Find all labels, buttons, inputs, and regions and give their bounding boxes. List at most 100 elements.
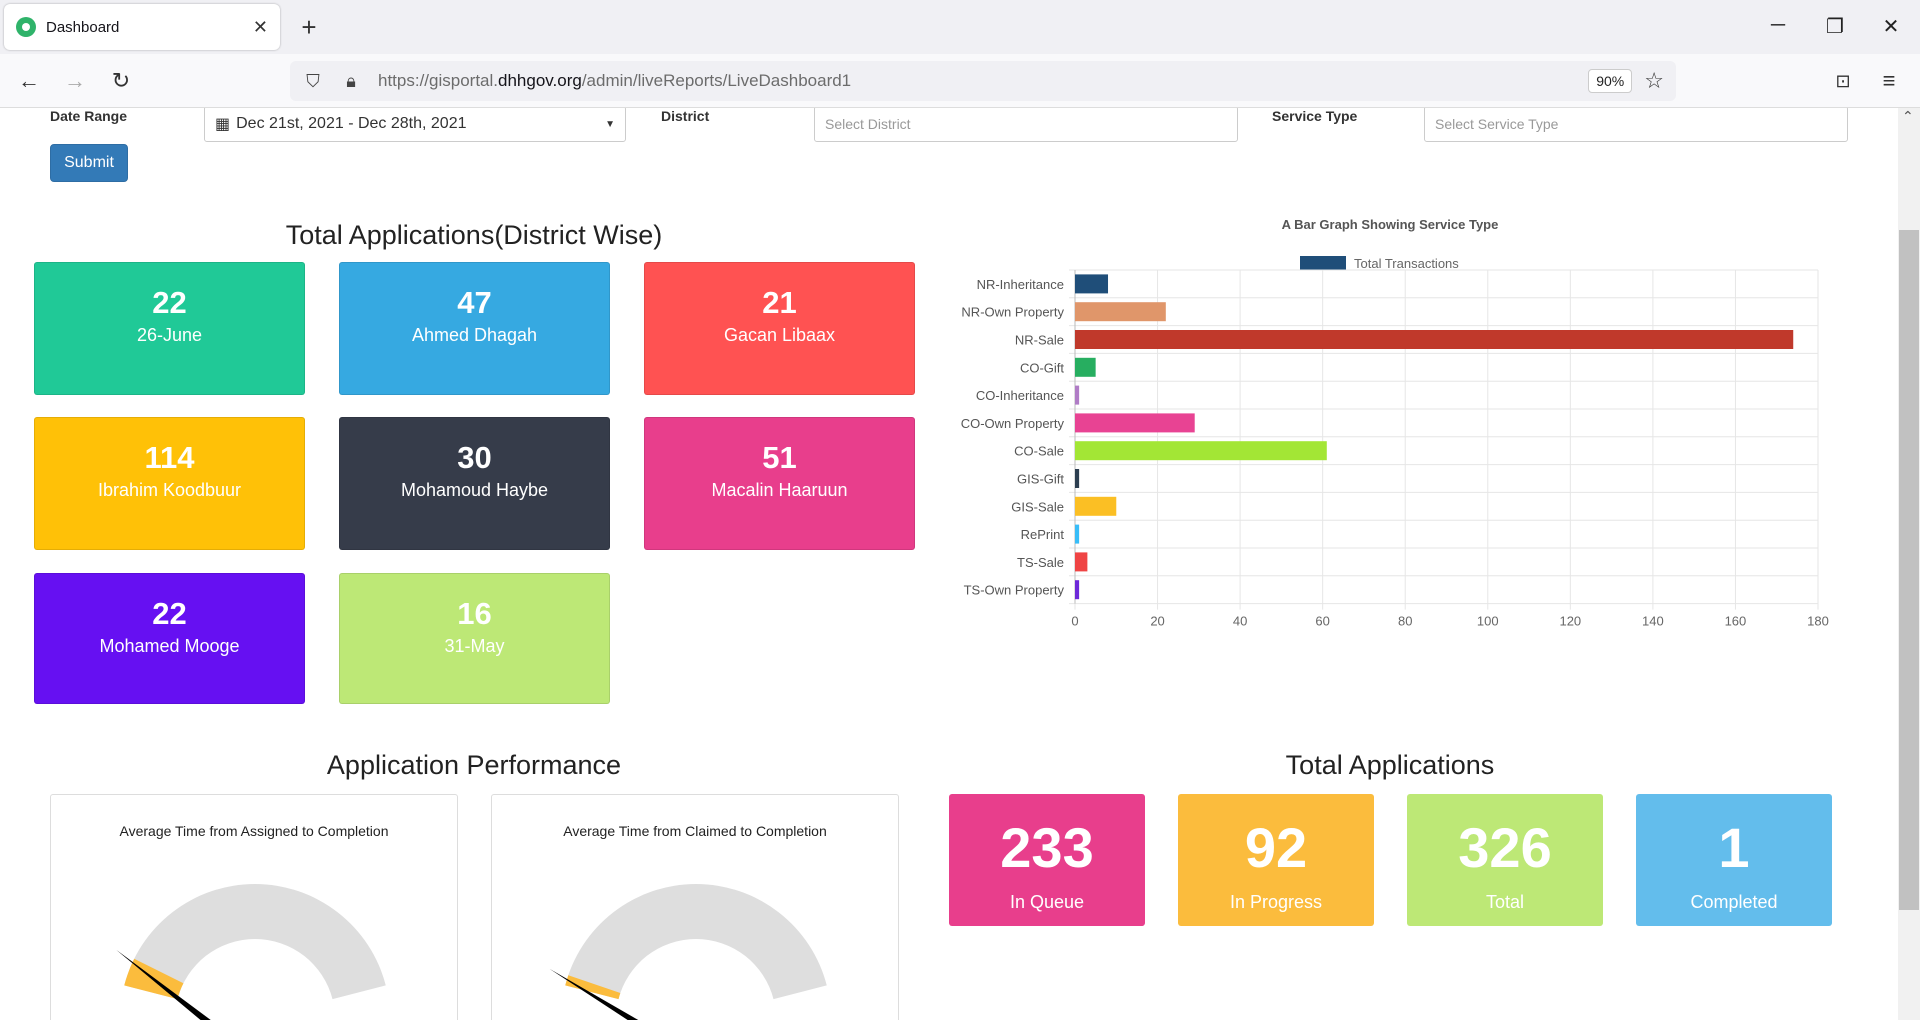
reload-icon[interactable]: ↻ xyxy=(111,68,131,93)
x-tick-label: 140 xyxy=(1642,614,1664,629)
bar-gis-gift xyxy=(1075,469,1080,488)
district-card[interactable]: 16 31-May xyxy=(339,573,610,704)
restore-icon[interactable]: ❐ xyxy=(1826,16,1844,38)
district-card[interactable]: 30 Mohamoud Haybe xyxy=(339,417,610,550)
y-tick-label: TS-Sale xyxy=(1017,555,1064,570)
y-tick-label: NR-Inheritance xyxy=(977,277,1064,292)
bar-co-own property xyxy=(1075,413,1195,433)
bar-nr-inheritance xyxy=(1075,274,1109,294)
gauge-title: Average Time from Claimed to Completion xyxy=(563,823,827,839)
total-card[interactable]: 92 In Progress xyxy=(1178,794,1374,926)
caret-down-icon: ▼ xyxy=(605,118,615,130)
x-tick-label: 0 xyxy=(1071,614,1078,629)
chart-title: A Bar Graph Showing Service Type xyxy=(1282,217,1499,232)
service-type-label: Service Type xyxy=(1272,108,1358,124)
menu-icon[interactable]: ≡ xyxy=(1882,68,1896,93)
total-label: In Queue xyxy=(1009,892,1085,912)
nav-bar: ← → ↻ ⛉ 🔒︎ https://gisportal.dhhgov.org/… xyxy=(0,54,1920,108)
y-tick-label: CO-Inheritance xyxy=(976,388,1064,403)
x-tick-label: 160 xyxy=(1725,614,1747,629)
dashboard-page: Date Range ▦ Dec 21st, 2021 - Dec 28th, … xyxy=(0,108,1898,1020)
district-name: Mohamed Mooge xyxy=(99,636,240,656)
gauge-fill xyxy=(565,975,621,1000)
district-card[interactable]: 51 Macalin Haaruun xyxy=(644,417,915,550)
district-card[interactable]: 114 Ibrahim Koodbuur xyxy=(34,417,305,550)
gauge-title: Average Time from Assigned to Completion xyxy=(119,823,389,839)
x-tick-label: 120 xyxy=(1559,614,1581,629)
gauge-chart xyxy=(549,884,827,1020)
district-card[interactable]: 22 Mohamed Mooge xyxy=(34,573,305,704)
submit-button[interactable]: Submit xyxy=(50,144,128,182)
close-tab-icon[interactable]: ✕ xyxy=(252,16,268,37)
y-tick-label: RePrint xyxy=(1021,527,1065,542)
district-name: 26-June xyxy=(136,325,203,345)
date-range-picker[interactable]: ▦ Dec 21st, 2021 - Dec 28th, 2021 ▼ xyxy=(204,108,626,142)
bar-co-gift xyxy=(1075,357,1096,377)
district-name: Ahmed Dhagah xyxy=(411,325,538,345)
bar-ts-own property xyxy=(1075,580,1080,600)
address-bar[interactable]: ⛉ 🔒︎ https://gisportal.dhhgov.org/admin/… xyxy=(290,61,1676,101)
district-label: District xyxy=(661,108,710,124)
total-card[interactable]: 326 Total xyxy=(1407,794,1603,926)
total-label: Total xyxy=(1485,892,1525,912)
district-count: 30 xyxy=(457,440,492,475)
pocket-icon[interactable]: ⊡ xyxy=(1835,71,1851,91)
x-tick-label: 40 xyxy=(1233,614,1247,629)
district-name: Macalin Haaruun xyxy=(711,480,848,500)
service-type-select[interactable]: Select Service Type xyxy=(1424,108,1848,142)
gauge-assigned-to-completion: Average Time from Assigned to Completion xyxy=(50,794,458,1020)
bar-co-sale xyxy=(1075,441,1327,461)
total-label: In Progress xyxy=(1229,892,1323,912)
district-count: 22 xyxy=(152,596,187,631)
shield-icon[interactable]: ⛉ xyxy=(306,70,320,91)
gauge-track xyxy=(565,884,827,1000)
total-count: 1 xyxy=(1718,816,1750,879)
bar-ts-sale xyxy=(1075,552,1088,572)
forward-icon[interactable]: → xyxy=(64,68,86,93)
gauge-chart xyxy=(116,884,386,1020)
bookmark-star-icon[interactable]: ☆ xyxy=(1644,68,1664,93)
lock-icon[interactable]: 🔒︎ xyxy=(346,70,356,91)
performance-section-title: Application Performance xyxy=(326,750,622,780)
total-count: 92 xyxy=(1244,816,1308,879)
calendar-icon: ▦ xyxy=(215,116,231,133)
district-card[interactable]: 22 26-June xyxy=(34,262,305,395)
total-card[interactable]: 1 Completed xyxy=(1636,794,1832,926)
minimize-icon[interactable]: ─ xyxy=(1770,14,1786,36)
x-tick-label: 100 xyxy=(1477,614,1499,629)
zoom-level[interactable]: 90% xyxy=(1588,69,1633,93)
y-tick-label: CO-Gift xyxy=(1020,360,1064,375)
y-tick-label: NR-Sale xyxy=(1015,333,1064,348)
district-section-title: Total Applications(District Wise) xyxy=(285,220,663,250)
district-name: Ibrahim Koodbuur xyxy=(97,480,242,500)
new-tab-icon[interactable]: + xyxy=(301,12,317,42)
bar-co-inheritance xyxy=(1075,385,1080,405)
url-text[interactable]: https://gisportal.dhhgov.org/admin/liveR… xyxy=(378,71,852,90)
scroll-up-icon[interactable]: ⌃ xyxy=(1902,108,1914,124)
total-label: Completed xyxy=(1690,892,1778,912)
scrollbar-thumb[interactable] xyxy=(1899,230,1919,910)
bar-nr-sale xyxy=(1075,330,1794,349)
y-tick-label: TS-Own Property xyxy=(964,583,1065,598)
back-icon[interactable]: ← xyxy=(18,68,40,93)
district-count: 114 xyxy=(144,440,195,475)
district-card[interactable]: 47 Ahmed Dhagah xyxy=(339,262,610,395)
total-card[interactable]: 233 In Queue xyxy=(949,794,1145,926)
bar-gis-sale xyxy=(1075,496,1117,516)
district-count: 16 xyxy=(457,596,492,631)
tab-bar: Dashboard ✕ + ─ ❐ ✕ xyxy=(0,0,1920,54)
x-tick-label: 180 xyxy=(1807,614,1829,629)
totals-section-title: Total Applications xyxy=(1285,750,1495,780)
district-select[interactable]: Select District xyxy=(814,108,1238,142)
district-count: 22 xyxy=(152,285,187,320)
legend-label: Total Transactions xyxy=(1354,256,1459,271)
district-name: Mohamoud Haybe xyxy=(400,480,549,500)
district-card[interactable]: 21 Gacan Libaax xyxy=(644,262,915,395)
legend-swatch xyxy=(1300,256,1346,270)
close-window-icon[interactable]: ✕ xyxy=(1882,16,1900,38)
y-tick-label: GIS-Gift xyxy=(1017,472,1064,487)
district-count: 47 xyxy=(457,285,492,320)
date-range-value: Dec 21st, 2021 - Dec 28th, 2021 xyxy=(236,115,467,132)
tab-dashboard[interactable]: Dashboard ✕ xyxy=(4,4,280,50)
date-range-label: Date Range xyxy=(50,108,128,124)
